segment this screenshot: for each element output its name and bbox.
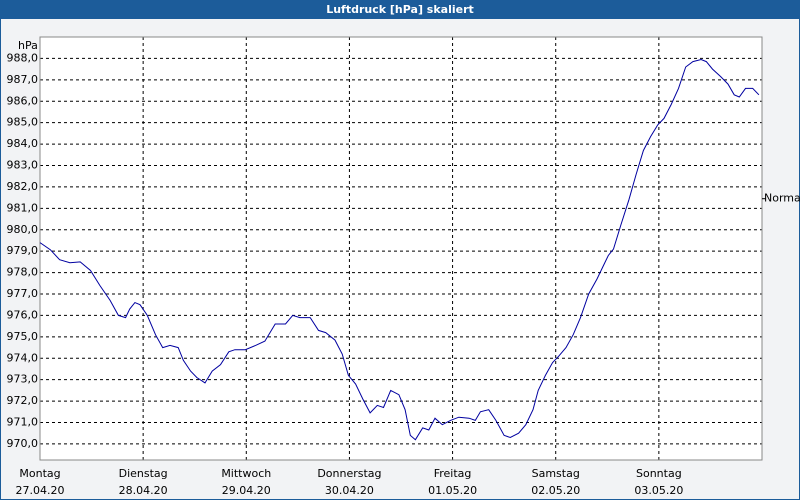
line-series [39,58,760,441]
title-bar [0,0,800,19]
x-tick-label: 03.05.20 [634,484,683,497]
y-tick-label: 971,0 [7,416,39,429]
y-tick-label: 974,0 [7,351,39,364]
y-tick-label: 979,0 [7,244,39,257]
y-tick-label: 981,0 [7,201,39,214]
plot-frame [39,36,763,461]
y-axis-label: hPa [18,39,38,52]
x-tick-label: 30.04.20 [325,484,374,497]
y-tick-label: 972,0 [7,394,39,407]
y-tick-label: 984,0 [7,137,39,150]
x-tick-label: 01.05.20 [428,484,477,497]
y-tick-label: 976,0 [7,308,39,321]
x-tick-label: 29.04.20 [222,484,271,497]
annotation: Normal [764,192,800,205]
x-tick-label: Samstag [532,467,580,480]
y-tick-label: 988,0 [7,51,39,64]
x-tick-label: Sonntag [636,467,682,480]
x-tick-label: Freitag [434,467,472,480]
x-tick-label: Montag [19,467,60,480]
x-tick-label: Mittwoch [221,467,271,480]
y-tick-label: 978,0 [7,266,39,279]
y-tick-label: 975,0 [7,330,39,343]
y-tick-label: 980,0 [7,223,39,236]
y-tick-label: 982,0 [7,180,39,193]
y-tick-label: 983,0 [7,159,39,172]
y-tick-label: 977,0 [7,287,39,300]
x-tick-label: 02.05.20 [531,484,580,497]
x-tick-label: Dienstag [119,467,168,480]
x-tick-label: 27.04.20 [16,484,65,497]
y-tick-label: 986,0 [7,94,39,107]
y-tick-label: 970,0 [7,437,39,450]
x-tick-label: Donnerstag [317,467,381,480]
y-tick-label: 985,0 [7,116,39,129]
plot-area [39,36,763,461]
x-tick-label: 28.04.20 [119,484,168,497]
chart-title: Luftdruck [hPa] skaliert [326,3,474,16]
y-tick-label: 987,0 [7,73,39,86]
y-tick-label: 973,0 [7,373,39,386]
